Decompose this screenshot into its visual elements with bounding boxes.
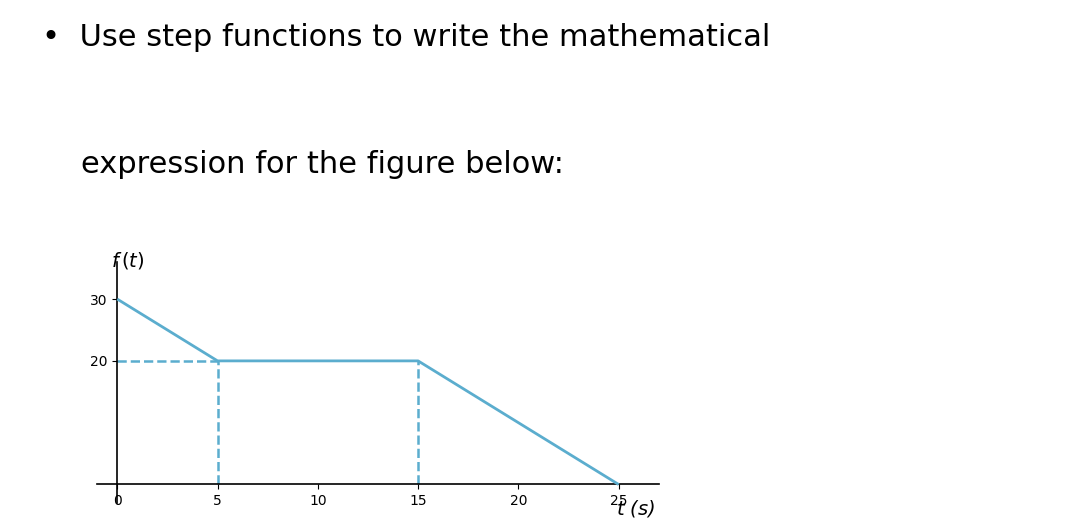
Text: $f\/(t)$: $f\/(t)$ — [111, 250, 145, 271]
Text: expression for the figure below:: expression for the figure below: — [42, 150, 564, 179]
Text: •  Use step functions to write the mathematical: • Use step functions to write the mathem… — [42, 23, 771, 51]
Text: $t$ (s): $t$ (s) — [616, 498, 654, 519]
